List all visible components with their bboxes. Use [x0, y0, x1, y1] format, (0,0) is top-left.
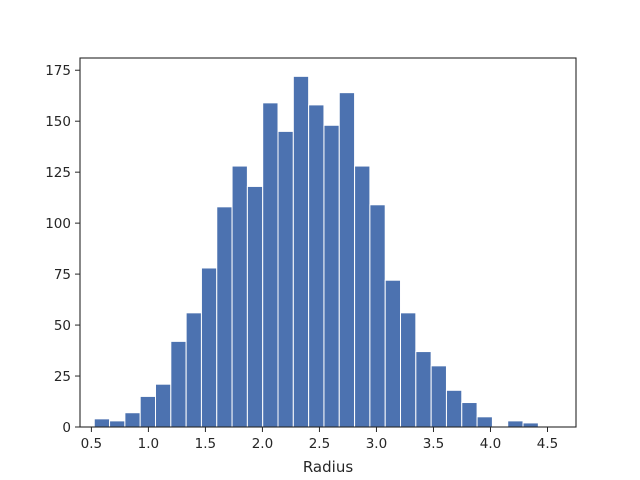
x-axis-label: Radius	[303, 458, 353, 476]
histogram-bar	[415, 351, 432, 428]
x-tick-label: 3.5	[423, 436, 444, 452]
y-tick-label: 75	[54, 267, 71, 283]
histogram-bar	[93, 418, 111, 428]
histogram-bar	[262, 102, 279, 428]
bars-group	[93, 75, 539, 428]
x-tick-label: 1.0	[138, 436, 159, 452]
histogram-bar	[292, 75, 310, 428]
histogram-bar	[109, 420, 126, 428]
histogram-bar	[430, 365, 447, 428]
x-tick-label: 4.0	[480, 436, 501, 452]
histogram-bar	[461, 402, 478, 428]
x-tick-label: 3.0	[366, 436, 387, 452]
y-tick-label: 25	[54, 369, 71, 385]
x-tick-label: 2.0	[252, 436, 273, 452]
y-tick-label: 125	[45, 165, 71, 181]
x-tick-label: 0.5	[81, 436, 102, 452]
histogram-bar	[522, 422, 539, 428]
histogram-bar	[354, 165, 371, 428]
histogram-bar	[231, 165, 248, 428]
plot-frame	[79, 57, 577, 428]
histogram-bar	[400, 312, 417, 428]
x-tick-label: 2.5	[309, 436, 330, 452]
y-tick-label: 50	[54, 318, 71, 334]
histogram-bar	[155, 383, 172, 428]
histogram-bar	[277, 130, 294, 428]
histogram-bar	[476, 416, 493, 428]
histogram-bar	[200, 267, 218, 428]
histogram-bar	[139, 395, 157, 428]
y-tick-label: 150	[45, 114, 71, 130]
histogram-bar	[323, 124, 340, 428]
histogram-bar	[124, 412, 141, 428]
histogram-bar	[369, 204, 386, 428]
y-tick-label: 100	[45, 216, 71, 232]
histogram-bar	[246, 185, 264, 428]
histogram-bar	[308, 104, 325, 428]
histogram-bar	[384, 279, 402, 428]
histogram-bar	[170, 340, 187, 428]
y-tick-label: 0	[62, 420, 71, 436]
histogram-bar	[445, 389, 463, 428]
x-tick-label: 4.5	[537, 436, 558, 452]
x-tick-label: 1.5	[195, 436, 216, 452]
x-axis-ticks: 0.5 1.0 1.5 2.0 2.5 3.0 3.5 4.0 4.5	[81, 427, 558, 452]
y-axis-ticks: 0 25 50 75 100 125 150 175	[45, 63, 80, 436]
histogram-bar	[185, 312, 202, 428]
histogram-bar	[338, 92, 356, 428]
histogram-bar	[507, 420, 524, 428]
y-tick-label: 175	[45, 63, 71, 79]
histogram-bar	[216, 206, 233, 428]
